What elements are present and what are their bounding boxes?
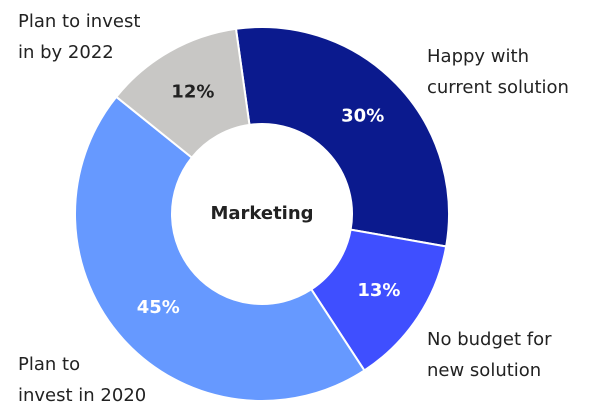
category-label: invest in 2020 <box>18 385 146 406</box>
center-label: Marketing <box>210 203 313 224</box>
category-label: Plan to invest <box>18 11 140 32</box>
slices <box>74 26 450 402</box>
value-label: 30% <box>341 106 384 127</box>
value-label: 13% <box>357 280 400 301</box>
value-label: 45% <box>137 297 180 318</box>
category-label: Happy with <box>427 46 529 67</box>
slice <box>74 95 366 402</box>
category-label: current solution <box>427 77 569 98</box>
category-label: Plan to <box>18 354 80 375</box>
value-label: 12% <box>171 81 214 102</box>
slice <box>114 27 251 160</box>
category-label: No budget for <box>427 329 552 350</box>
category-label: in by 2022 <box>18 42 114 63</box>
category-label: new solution <box>427 360 541 381</box>
slice <box>234 26 450 248</box>
